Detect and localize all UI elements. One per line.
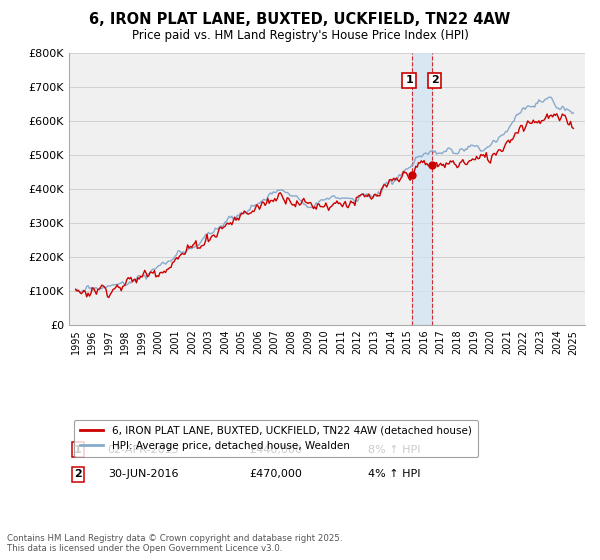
Text: 8% ↑ HPI: 8% ↑ HPI xyxy=(368,445,421,455)
Text: 02-APR-2015: 02-APR-2015 xyxy=(108,445,179,455)
Legend: 6, IRON PLAT LANE, BUXTED, UCKFIELD, TN22 4AW (detached house), HPI: Average pri: 6, IRON PLAT LANE, BUXTED, UCKFIELD, TN2… xyxy=(74,419,478,458)
Bar xyxy=(412,53,433,325)
Text: £440,000: £440,000 xyxy=(250,445,302,455)
Text: 1: 1 xyxy=(405,76,413,85)
Text: Price paid vs. HM Land Registry's House Price Index (HPI): Price paid vs. HM Land Registry's House … xyxy=(131,29,469,42)
Text: 2: 2 xyxy=(431,76,439,85)
Text: 1: 1 xyxy=(74,445,82,455)
Text: 6, IRON PLAT LANE, BUXTED, UCKFIELD, TN22 4AW: 6, IRON PLAT LANE, BUXTED, UCKFIELD, TN2… xyxy=(89,12,511,27)
Text: Contains HM Land Registry data © Crown copyright and database right 2025.
This d: Contains HM Land Registry data © Crown c… xyxy=(7,534,343,553)
Text: £470,000: £470,000 xyxy=(250,469,302,479)
Text: 30-JUN-2016: 30-JUN-2016 xyxy=(108,469,178,479)
Text: 4% ↑ HPI: 4% ↑ HPI xyxy=(368,469,421,479)
Text: 2: 2 xyxy=(74,469,82,479)
